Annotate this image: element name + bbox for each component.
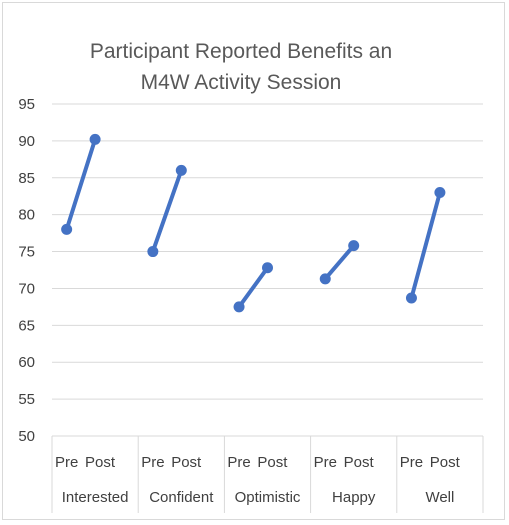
x-category-label: Happy (332, 489, 376, 506)
data-point-pre (405, 292, 417, 304)
y-tick-label: 60 (18, 354, 35, 371)
y-tick-label: 85 (18, 170, 35, 187)
x-category-label: Confident (149, 489, 214, 506)
series-line-segment (409, 190, 442, 301)
x-axis: Pre Post Interested Pre Post Confident Pre Post… (51, 435, 484, 513)
series-line-segment (150, 168, 184, 254)
data-point-post (348, 240, 360, 252)
y-tick-label: 50 (18, 428, 35, 445)
x-sub-label-pre: Pre (141, 454, 164, 471)
x-sub-label-pre: Pre (227, 454, 250, 471)
series-line-segment (64, 137, 98, 232)
data-point-pre (319, 273, 331, 285)
x-sub-label-post: Post (171, 454, 202, 471)
x-category-label: Interested (62, 489, 129, 506)
y-tick-label: 90 (18, 133, 35, 150)
y-tick-label: 55 (18, 391, 35, 408)
x-sub-label-pre: Pre (314, 454, 337, 471)
x-sub-label-pre: Pre (400, 454, 423, 471)
data-point-post (262, 262, 273, 274)
series-line-segment (237, 265, 270, 309)
x-category-label: Well (425, 489, 454, 506)
data-point-post (175, 164, 187, 176)
data-point-pre (233, 301, 245, 313)
y-tick-label: 70 (18, 280, 35, 297)
x-sub-label-post: Post (257, 454, 288, 471)
data-point-post (434, 187, 446, 199)
series-line-segment (323, 243, 356, 281)
chart-title-line-2: M4W Activity Session (141, 71, 342, 94)
x-sub-label-pre: Pre (55, 454, 78, 471)
y-tick-label: 75 (18, 244, 35, 261)
data-point-pre (61, 223, 73, 235)
x-sub-label-post: Post (85, 454, 116, 471)
chart-title-line-1: Participant Reported Benefits an (90, 40, 392, 63)
y-tick-label: 95 (18, 96, 35, 113)
y-tick-label: 80 (18, 207, 35, 224)
data-point-pre (147, 246, 159, 258)
x-sub-label-post: Post (344, 454, 375, 471)
data-series (61, 133, 446, 313)
y-axis-ticks: 95 90 85 80 75 70 65 60 55 50 (18, 96, 35, 445)
x-category-label: Optimistic (235, 489, 301, 506)
data-point-post (89, 133, 101, 145)
y-tick-label: 65 (18, 317, 35, 334)
x-sub-label-post: Post (430, 454, 461, 471)
gridlines (52, 103, 483, 400)
